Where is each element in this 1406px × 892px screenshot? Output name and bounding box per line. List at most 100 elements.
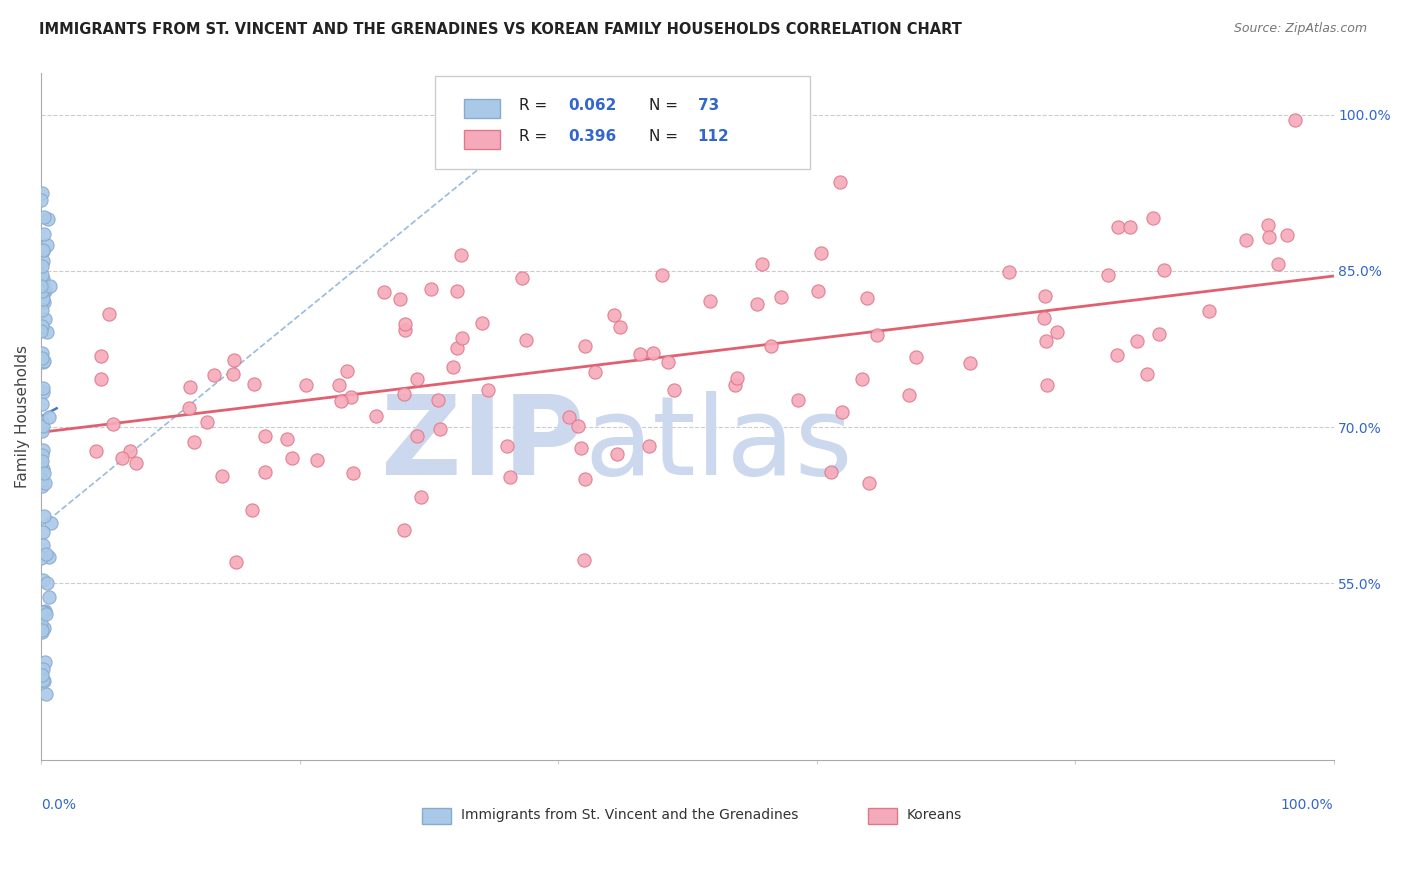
- Point: [747, 297, 769, 311]
- Point: [30, 670, 52, 684]
- Point: [1097, 268, 1119, 282]
- Point: [1284, 112, 1306, 127]
- Point: [179, 379, 201, 393]
- Point: [657, 355, 679, 369]
- Point: [31, 673, 53, 687]
- Point: [225, 556, 247, 570]
- Point: [339, 390, 361, 404]
- Point: [103, 417, 125, 432]
- Point: [1136, 367, 1159, 381]
- Point: [328, 378, 350, 392]
- Point: [31, 302, 53, 317]
- FancyBboxPatch shape: [422, 808, 451, 823]
- Point: [31, 448, 53, 462]
- Point: [31, 346, 53, 360]
- Point: [30, 278, 52, 293]
- Point: [759, 339, 782, 353]
- Point: [828, 175, 851, 189]
- Point: [574, 473, 596, 487]
- Point: [904, 350, 927, 364]
- Point: [558, 409, 581, 424]
- Point: [32, 466, 55, 480]
- Point: [751, 257, 773, 271]
- Point: [37, 576, 59, 591]
- Point: [643, 346, 665, 360]
- Point: [429, 421, 451, 435]
- Point: [90, 371, 112, 385]
- Point: [450, 247, 472, 261]
- FancyBboxPatch shape: [464, 130, 501, 149]
- Point: [858, 476, 880, 491]
- Point: [724, 378, 747, 392]
- Point: [1277, 227, 1299, 242]
- Text: 73: 73: [697, 98, 718, 113]
- Point: [125, 456, 148, 470]
- Text: atlas: atlas: [583, 391, 852, 498]
- Point: [1107, 219, 1129, 234]
- Point: [31, 473, 53, 487]
- Text: 0.062: 0.062: [568, 98, 617, 113]
- Point: [31, 319, 53, 334]
- Point: [35, 687, 58, 701]
- Point: [32, 537, 55, 551]
- Point: [1258, 230, 1281, 244]
- Text: 112: 112: [697, 129, 730, 145]
- Point: [34, 312, 56, 326]
- Point: [405, 372, 427, 386]
- Point: [405, 429, 427, 443]
- Point: [31, 268, 53, 282]
- Point: [1267, 257, 1289, 271]
- Point: [38, 549, 60, 564]
- Point: [451, 331, 474, 345]
- Point: [567, 418, 589, 433]
- Point: [31, 351, 53, 366]
- Point: [628, 347, 651, 361]
- Point: [609, 320, 631, 334]
- Point: [31, 573, 53, 587]
- Point: [294, 378, 316, 392]
- Point: [32, 462, 55, 476]
- Point: [202, 368, 225, 383]
- FancyBboxPatch shape: [464, 99, 501, 119]
- Point: [898, 387, 921, 401]
- FancyBboxPatch shape: [436, 77, 810, 169]
- FancyBboxPatch shape: [869, 808, 897, 823]
- Point: [31, 424, 53, 438]
- Point: [30, 550, 52, 565]
- Point: [305, 452, 328, 467]
- Point: [998, 265, 1021, 279]
- Point: [420, 282, 443, 296]
- Point: [441, 360, 464, 375]
- Text: 0.0%: 0.0%: [41, 798, 76, 812]
- Point: [183, 434, 205, 449]
- Text: R =: R =: [519, 98, 553, 113]
- Point: [30, 456, 52, 470]
- Point: [179, 401, 201, 415]
- Point: [30, 607, 52, 621]
- Point: [211, 469, 233, 483]
- Point: [638, 439, 661, 453]
- Point: [1033, 289, 1056, 303]
- Point: [31, 479, 53, 493]
- Point: [34, 604, 56, 618]
- Point: [31, 282, 53, 296]
- Point: [394, 323, 416, 337]
- Point: [35, 547, 58, 561]
- Point: [253, 465, 276, 479]
- Point: [32, 227, 55, 241]
- Point: [39, 516, 62, 530]
- Point: [786, 393, 808, 408]
- Point: [31, 186, 53, 200]
- Point: [366, 409, 388, 423]
- Point: [240, 503, 263, 517]
- Point: [32, 285, 55, 299]
- Point: [31, 381, 53, 395]
- Point: [32, 419, 55, 434]
- Text: N =: N =: [648, 98, 682, 113]
- Point: [409, 491, 432, 505]
- Point: [31, 293, 53, 308]
- Point: [394, 318, 416, 332]
- Point: [392, 523, 415, 537]
- Point: [1147, 326, 1170, 341]
- Point: [281, 451, 304, 466]
